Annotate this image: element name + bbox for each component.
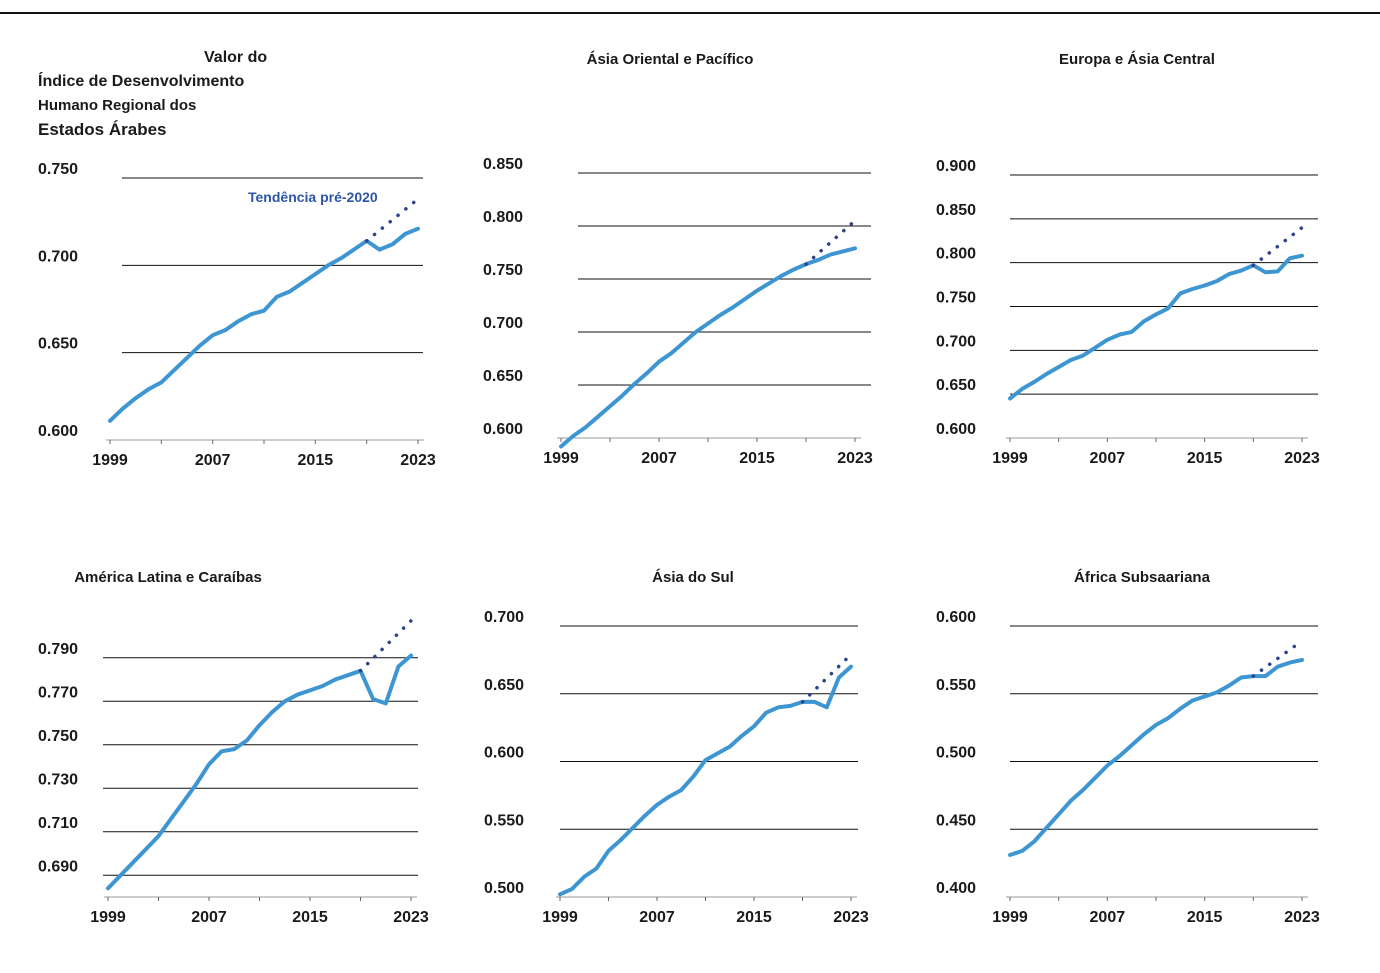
arab-states-x-tick-label: 2023 bbox=[400, 452, 436, 469]
east-asia-pacific-y-tick-label: 0.800 bbox=[483, 209, 523, 226]
south-asia-y-tick-label: 0.650 bbox=[484, 677, 524, 694]
latin-america-caribbean-y-tick-label: 0.710 bbox=[38, 815, 78, 832]
europe-central-asia-y-tick-label: 0.750 bbox=[936, 290, 976, 307]
east-asia-pacific-title: Ásia Oriental e Pacífico bbox=[587, 51, 754, 68]
arab-states-series-line bbox=[108, 226, 420, 423]
sub-saharan-africa-trend-line bbox=[1251, 639, 1304, 678]
south-asia-y-tick-label: 0.600 bbox=[484, 745, 524, 762]
south-asia-x-tick-label: 2007 bbox=[639, 909, 675, 926]
arab-states-y-tick-label: 0.750 bbox=[38, 161, 78, 178]
latin-america-caribbean-y-tick-label: 0.750 bbox=[38, 728, 78, 745]
south-asia-trend-line bbox=[800, 652, 853, 704]
europe-central-asia-y-tick-label: 0.700 bbox=[936, 333, 976, 350]
arab-states-y-tick-label: 0.700 bbox=[38, 248, 78, 265]
sub-saharan-africa-x-tick-label: 2023 bbox=[1284, 909, 1320, 926]
latin-america-caribbean-x-tick-label: 1999 bbox=[90, 909, 126, 926]
latin-america-caribbean-x-tick-label: 2007 bbox=[191, 909, 227, 926]
east-asia-pacific-x-tick-label: 1999 bbox=[543, 450, 579, 467]
arab-states-trend-annotation: Tendência pré-2020 bbox=[248, 189, 378, 205]
page-title: Valor do Índice de Desenvolvimento Human… bbox=[38, 46, 288, 142]
latin-america-caribbean-y-tick-label: 0.790 bbox=[38, 641, 78, 658]
south-asia-series-line bbox=[558, 664, 853, 897]
east-asia-pacific-y-tick-label: 0.750 bbox=[483, 262, 523, 279]
east-asia-pacific-x-tick-label: 2023 bbox=[837, 450, 873, 467]
sub-saharan-africa-y-tick-label: 0.400 bbox=[936, 880, 976, 897]
south-asia-x-tick-label: 1999 bbox=[542, 909, 578, 926]
east-asia-pacific-series-line bbox=[559, 246, 857, 449]
latin-america-caribbean-y-tick-label: 0.770 bbox=[38, 684, 78, 701]
europe-central-asia-x-tick-label: 1999 bbox=[992, 450, 1028, 467]
page-title-line-4: Estados Árabes bbox=[38, 120, 167, 139]
latin-america-caribbean-x-tick-label: 2015 bbox=[292, 909, 328, 926]
sub-saharan-africa-y-tick-label: 0.550 bbox=[936, 677, 976, 694]
sub-saharan-africa-x-tick-label: 2015 bbox=[1187, 909, 1223, 926]
arab-states-trend-line bbox=[364, 197, 420, 243]
sub-saharan-africa-title: África Subsaariana bbox=[1074, 569, 1211, 586]
east-asia-pacific-trend-line bbox=[804, 218, 857, 266]
europe-central-asia-trend-line bbox=[1251, 225, 1304, 268]
europe-central-asia-y-tick-label: 0.800 bbox=[936, 246, 976, 263]
sub-saharan-africa-y-tick-label: 0.500 bbox=[936, 745, 976, 762]
europe-central-asia-x-tick-label: 2023 bbox=[1284, 450, 1320, 467]
arab-states-x-tick-label: 2015 bbox=[298, 452, 334, 469]
europe-central-asia-y-tick-label: 0.650 bbox=[936, 377, 976, 394]
latin-america-caribbean-title: América Latina e Caraíbas bbox=[74, 569, 262, 586]
sub-saharan-africa-series-line bbox=[1008, 657, 1304, 857]
east-asia-pacific-y-tick-label: 0.700 bbox=[483, 315, 523, 332]
europe-central-asia-title: Europa e Ásia Central bbox=[1059, 51, 1215, 68]
arab-states-x-tick-label: 1999 bbox=[92, 452, 128, 469]
europe-central-asia-y-tick-label: 0.600 bbox=[936, 421, 976, 438]
sub-saharan-africa-y-tick-label: 0.450 bbox=[936, 812, 976, 829]
sub-saharan-africa-x-tick-label: 2007 bbox=[1090, 909, 1126, 926]
top-rule bbox=[0, 12, 1380, 14]
page-title-line-2: Índice de Desenvolvimento bbox=[38, 73, 245, 90]
south-asia-y-tick-label: 0.550 bbox=[484, 812, 524, 829]
europe-central-asia-series-line bbox=[1008, 253, 1304, 401]
europe-central-asia-x-tick-label: 2015 bbox=[1187, 450, 1223, 467]
east-asia-pacific-y-tick-label: 0.650 bbox=[483, 368, 523, 385]
page-title-line-1: Valor do bbox=[204, 49, 268, 66]
latin-america-caribbean-y-tick-label: 0.690 bbox=[38, 858, 78, 875]
south-asia-x-tick-label: 2015 bbox=[736, 909, 772, 926]
sub-saharan-africa-y-tick-label: 0.600 bbox=[936, 609, 976, 626]
arab-states-x-tick-label: 2007 bbox=[195, 452, 231, 469]
page-title-line-3: Humano Regional dos bbox=[38, 97, 197, 114]
europe-central-asia-y-tick-label: 0.900 bbox=[936, 158, 976, 175]
south-asia-title: Ásia do Sul bbox=[652, 569, 734, 586]
south-asia-x-tick-label: 2023 bbox=[833, 909, 869, 926]
east-asia-pacific-x-tick-label: 2007 bbox=[641, 450, 677, 467]
sub-saharan-africa-x-tick-label: 1999 bbox=[992, 909, 1028, 926]
latin-america-caribbean-trend-line bbox=[358, 619, 413, 673]
europe-central-asia-x-tick-label: 2007 bbox=[1090, 450, 1126, 467]
east-asia-pacific-y-tick-label: 0.600 bbox=[483, 421, 523, 438]
east-asia-pacific-x-tick-label: 2015 bbox=[739, 450, 775, 467]
latin-america-caribbean-y-tick-label: 0.730 bbox=[38, 771, 78, 788]
europe-central-asia-y-tick-label: 0.850 bbox=[936, 202, 976, 219]
south-asia-y-tick-label: 0.500 bbox=[484, 880, 524, 897]
arab-states-y-tick-label: 0.600 bbox=[38, 423, 78, 440]
south-asia-y-tick-label: 0.700 bbox=[484, 609, 524, 626]
east-asia-pacific-y-tick-label: 0.850 bbox=[483, 156, 523, 173]
latin-america-caribbean-x-tick-label: 2023 bbox=[393, 909, 429, 926]
latin-america-caribbean-series-line bbox=[106, 653, 413, 891]
arab-states-y-tick-label: 0.650 bbox=[38, 336, 78, 353]
